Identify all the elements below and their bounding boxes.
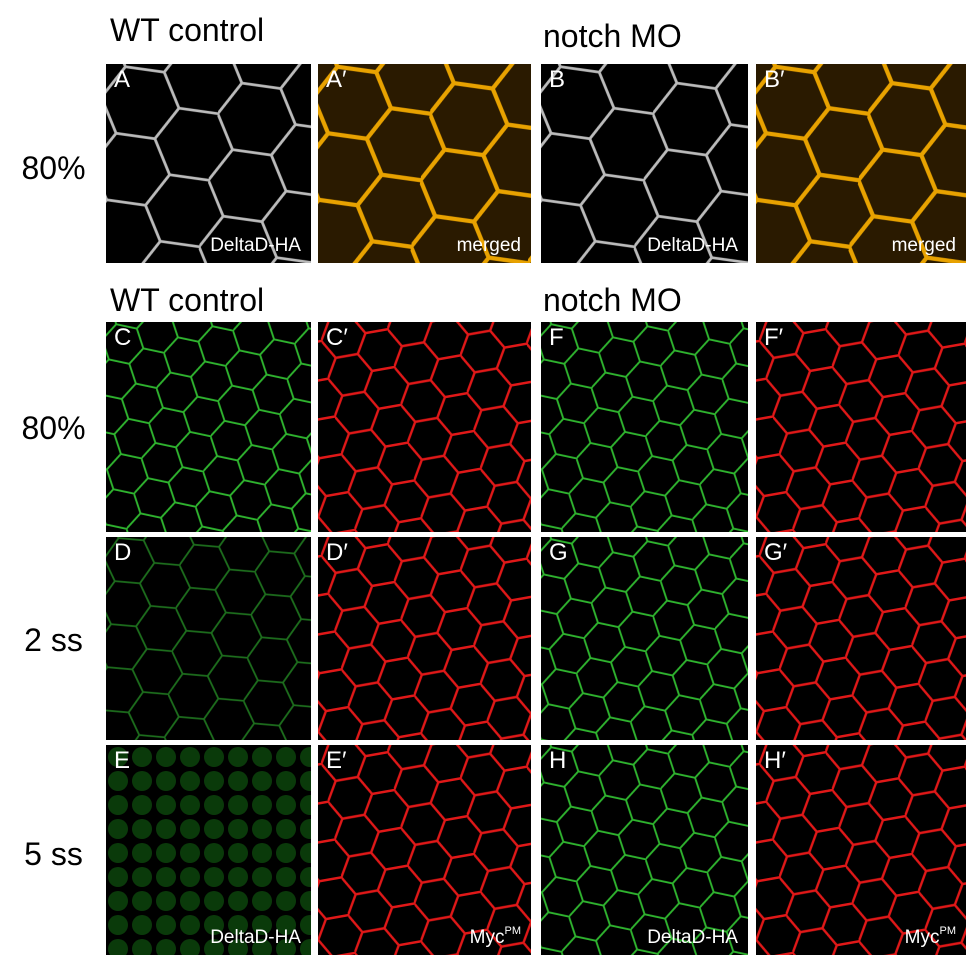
cell-texture [756, 64, 966, 263]
micrograph-panel: C [106, 322, 311, 532]
caption-text: Myc [469, 927, 505, 948]
micrograph-panel: F′ [756, 322, 966, 532]
micrograph [106, 64, 311, 263]
group-header: WT control [110, 282, 265, 318]
panel-letter: B′ [764, 66, 785, 93]
micrograph [541, 64, 748, 263]
group-header: notch MO [543, 282, 682, 318]
micrograph-panel: F [541, 322, 748, 532]
panel-caption: MycPM [469, 925, 522, 948]
micrograph-panel: H DeltaD-HA [541, 745, 748, 955]
cell-texture [106, 64, 311, 263]
cell-texture [541, 322, 748, 532]
caption-superscript: PM [939, 925, 957, 937]
panel-letter: F [549, 324, 564, 351]
panel-letter: E [114, 747, 131, 774]
micrograph-panel: G [541, 537, 748, 740]
panel-caption: MycPM [904, 925, 957, 948]
cell-texture [541, 64, 748, 263]
cell-texture [318, 537, 531, 740]
cell-texture [756, 745, 966, 955]
panel-letter: B [549, 66, 566, 93]
cell-texture [318, 64, 531, 263]
panel-letter: H′ [764, 747, 786, 774]
micrograph [756, 322, 966, 532]
panel-letter: A [114, 66, 131, 93]
cell-texture [106, 745, 311, 955]
cell-texture [541, 537, 748, 740]
panel-letter: G′ [764, 539, 788, 566]
micrograph [318, 64, 531, 263]
micrograph-panel: B DeltaD-HA [541, 64, 748, 263]
micrograph [756, 745, 966, 955]
row-label: 5 ss [24, 836, 83, 872]
micrograph [541, 745, 748, 955]
micrograph-panel: C′ [318, 322, 531, 532]
micrograph [106, 745, 311, 955]
panel-letter: C′ [326, 324, 348, 351]
panel-caption: merged [456, 235, 521, 256]
micrograph [106, 537, 311, 740]
micrograph-panel: E DeltaD-HA [106, 745, 311, 955]
cell-texture [756, 537, 966, 740]
micrograph [318, 537, 531, 740]
panel-caption: merged [891, 235, 956, 256]
micrograph-panel: A′ merged [318, 64, 531, 263]
caption-superscript: PM [504, 925, 522, 937]
micrograph [318, 745, 531, 955]
micrograph-panel: A DeltaD-HA [106, 64, 311, 263]
panel-letter: C [114, 324, 132, 351]
panel-letter: D [114, 539, 132, 566]
micrograph [106, 322, 311, 532]
row-label: 2 ss [24, 622, 83, 658]
micrograph-panel: D [106, 537, 311, 740]
caption-text: Myc [904, 927, 940, 948]
group-header: WT control [110, 12, 265, 48]
micrograph-panel: E′ MycPM [318, 745, 531, 955]
micrograph [756, 64, 966, 263]
panel-letter: G [549, 539, 568, 566]
micrograph [541, 537, 748, 740]
micrograph [541, 322, 748, 532]
panel-letter: A′ [326, 66, 347, 93]
micrograph [756, 537, 966, 740]
panel-letter: F′ [764, 324, 784, 351]
cell-texture [318, 322, 531, 532]
group-header: notch MO [543, 18, 682, 54]
cell-texture [541, 745, 748, 955]
row-label: 80% [21, 150, 86, 186]
panel-letter: D′ [326, 539, 348, 566]
micrograph-panel: B′ merged [756, 64, 966, 263]
panel-caption: DeltaD-HA [210, 235, 301, 256]
micrograph-panel: H′ MycPM [756, 745, 966, 955]
cell-texture [756, 322, 966, 532]
cell-texture [318, 745, 531, 955]
cell-texture [106, 537, 311, 740]
panel-caption: DeltaD-HA [210, 927, 301, 948]
panel-letter: H [549, 747, 567, 774]
panel-caption: DeltaD-HA [647, 927, 738, 948]
panel-letter: E′ [326, 747, 347, 774]
micrograph-panel: D′ [318, 537, 531, 740]
micrograph [318, 322, 531, 532]
cell-texture [106, 322, 311, 532]
panel-caption: DeltaD-HA [647, 235, 738, 256]
row-label: 80% [21, 410, 86, 446]
micrograph-panel: G′ [756, 537, 966, 740]
